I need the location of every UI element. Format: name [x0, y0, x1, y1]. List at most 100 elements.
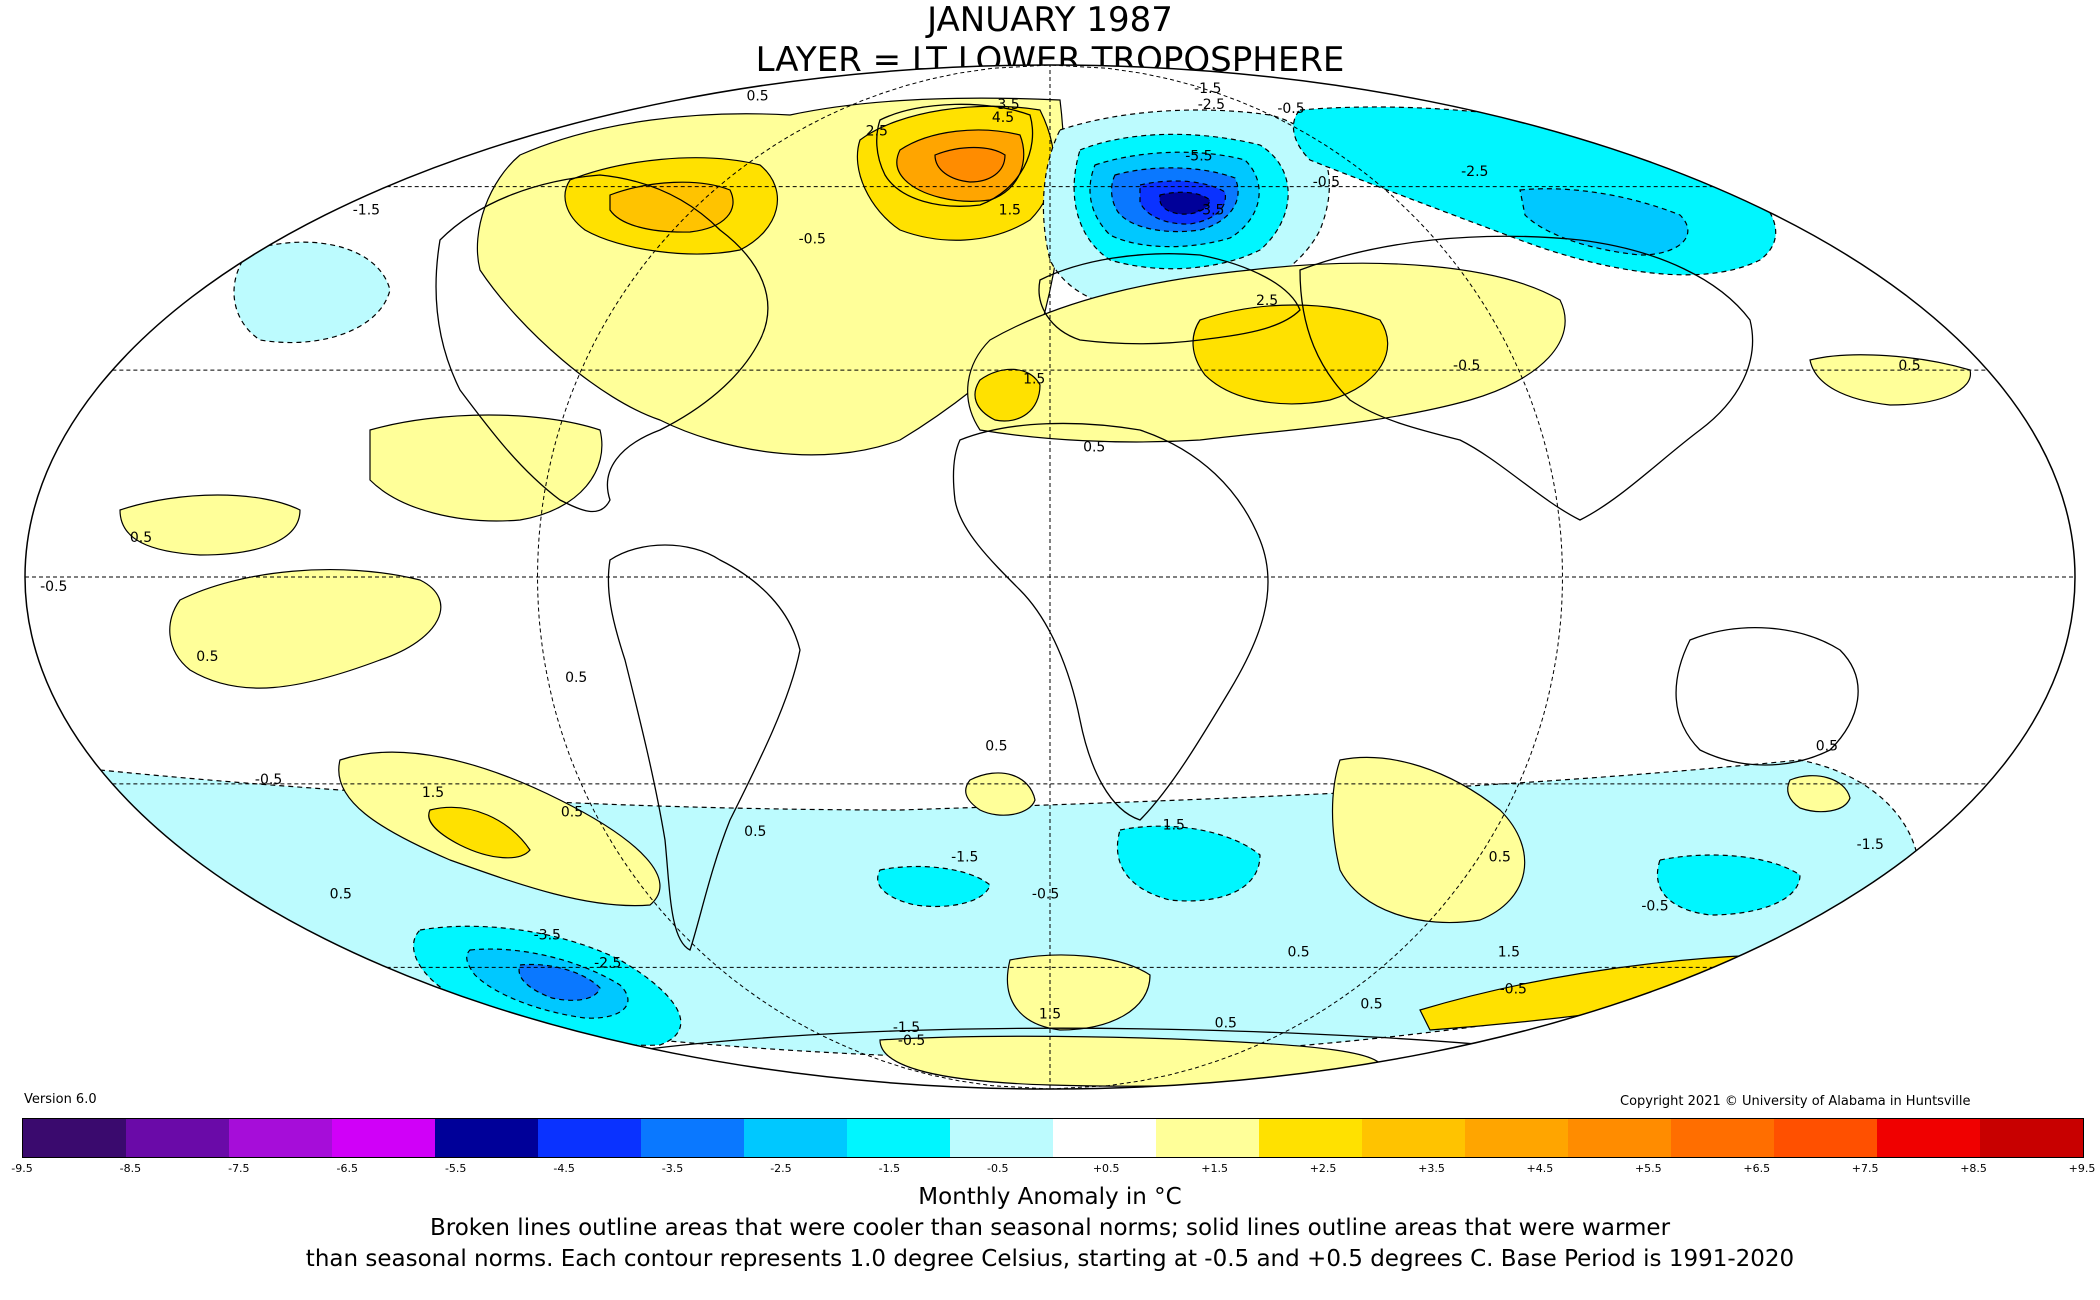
color-scale-tick-label: +0.5: [1092, 1162, 1120, 1175]
color-scale-swatch: [435, 1119, 538, 1157]
color-scale-tick-label: +4.5: [1526, 1162, 1554, 1175]
contour-label: -3.5: [534, 928, 561, 944]
color-scale-tick-label: -6.5: [336, 1162, 358, 1175]
contour-label: -0.5: [1500, 982, 1527, 998]
globe-outline: [24, 64, 2076, 1090]
contour-label: -1.5: [353, 203, 380, 219]
meridian-line: [1049, 65, 1564, 1089]
color-scale-tick-label: -2.5: [770, 1162, 792, 1175]
contour-label: -0.5: [799, 232, 826, 248]
color-scale-tick-label: -1.5: [878, 1162, 901, 1175]
warm-area-tropical-pacific: [169, 569, 442, 689]
warm-area-indian-ocean: [1331, 756, 1526, 924]
color-scale-tick-label: -5.5: [444, 1162, 467, 1175]
color-scale-tick-label: +2.5: [1309, 1162, 1337, 1175]
contour-label: 1.5: [1163, 818, 1185, 834]
color-scale-tick-label: -4.5: [553, 1162, 575, 1175]
contour-label: 0.5: [565, 670, 587, 686]
contour-label: 0.5: [744, 824, 766, 840]
contour-label: -3.5: [1197, 203, 1224, 219]
color-scale-tick-label: -9.5: [11, 1162, 33, 1175]
color-scale-swatch: [23, 1119, 126, 1157]
color-scale-swatch: [126, 1119, 229, 1157]
graticule: [25, 65, 2075, 1089]
color-scale-tick-label: +9.5: [2068, 1162, 2096, 1175]
contour-label: 2.5: [1256, 293, 1278, 309]
color-scale-swatch: [744, 1119, 847, 1157]
cold-peak-south-pacific: [518, 963, 601, 1001]
contour-label: -0.5: [1032, 886, 1059, 902]
anomaly-map: 4.53.52.51.50.5-1.5-0.5-5.5-3.5-2.5-1.5-…: [24, 64, 2076, 1090]
contour-label: 0.5: [561, 805, 583, 821]
version-label: Version 6.0: [24, 1092, 97, 1107]
color-scale-swatch: [229, 1119, 332, 1157]
color-scale-swatch: [1465, 1119, 1568, 1157]
contour-label: -0.5: [898, 1033, 925, 1049]
color-scale-swatch: [1671, 1119, 1774, 1157]
warm-core-north-africa: [974, 368, 1041, 422]
contour-label: 0.5: [1083, 440, 1105, 456]
contour-label: 0.5: [746, 89, 768, 105]
contour-label: 1.5: [999, 203, 1021, 219]
caption-line-2: than seasonal norms. Each contour repres…: [305, 1246, 1795, 1272]
contour-label: -0.5: [1313, 175, 1340, 191]
cold-area-tasman: [1656, 854, 1801, 916]
coastline-south-america: [607, 544, 801, 951]
contour-label: 2.5: [866, 124, 888, 140]
color-scale-swatch: [1980, 1119, 2083, 1157]
warm-area-antarctica: [1006, 954, 1151, 1031]
cold-area-north-pacific: [233, 241, 391, 344]
warm-area-central-america: [369, 414, 603, 522]
color-scale-swatch: [641, 1119, 744, 1157]
color-scale-swatch: [1568, 1119, 1671, 1157]
color-scale-swatch: [1156, 1119, 1259, 1157]
color-scale-swatch: [1774, 1119, 1877, 1157]
meridian-line: [536, 65, 1051, 1089]
color-scale-tick-label: +3.5: [1418, 1162, 1445, 1175]
warm-core-greenland-inner: [934, 146, 1006, 183]
contour-label: 0.5: [1215, 1016, 1237, 1032]
contour-label: 1.5: [1039, 1006, 1061, 1022]
contour-label: -0.5: [40, 579, 67, 595]
contour-label: -5.5: [1185, 148, 1212, 164]
color-scale-tick-label: -8.5: [119, 1162, 142, 1175]
contour-label: 0.5: [130, 530, 152, 546]
contour-label: 4.5: [992, 110, 1014, 126]
warm-core-south-pacific: [428, 806, 531, 859]
color-scale-tick-label: +1.5: [1201, 1162, 1228, 1175]
map-title: JANUARY 1987: [927, 0, 1173, 40]
contour-label: -1.5: [893, 1020, 920, 1036]
contour-label: -0.5: [1641, 898, 1668, 914]
contour-label: -0.5: [1277, 101, 1304, 117]
color-scale-swatch: [1362, 1119, 1465, 1157]
contour-label: 3.5: [997, 97, 1019, 113]
contour-label: 0.5: [1360, 997, 1382, 1013]
warm-core-middle-east: [1192, 304, 1389, 405]
contour-label: 0.5: [196, 649, 218, 665]
contour-labels: 4.53.52.51.50.5-1.5-0.5-5.5-3.5-2.5-1.5-…: [40, 81, 1920, 1049]
contour-label: -2.5: [594, 955, 621, 971]
color-scale-tick-label: +5.5: [1634, 1162, 1662, 1175]
color-scale-swatch: [538, 1119, 641, 1157]
contour-label: -2.5: [1198, 97, 1225, 113]
warm-core-canada: [609, 181, 734, 233]
color-scale-bar: [22, 1118, 2084, 1158]
contour-label: -0.5: [255, 772, 282, 788]
coastline-europe: [1038, 253, 1301, 345]
units-label: Monthly Anomaly in °C: [918, 1184, 1182, 1210]
color-scale-swatch: [332, 1119, 435, 1157]
cold-core-siberia: [1519, 188, 1689, 256]
contour-label: 0.5: [1489, 850, 1511, 866]
color-scale-swatch: [950, 1119, 1053, 1157]
warm-area-east-pacific: [119, 494, 301, 556]
cold-area-south-africa: [1116, 825, 1261, 902]
color-scale-tick-label: +8.5: [1960, 1162, 1987, 1175]
contour-label: 0.5: [985, 738, 1007, 754]
color-scale-swatch: [1259, 1119, 1362, 1157]
color-scale-tick-label: +6.5: [1743, 1162, 1771, 1175]
color-scale-tick-label: -0.5: [987, 1162, 1009, 1175]
contour-label: 1.5: [1498, 944, 1520, 960]
color-scale-swatch: [1877, 1119, 1980, 1157]
contour-label: 0.5: [1816, 738, 1838, 754]
contour-label: -1.5: [1194, 81, 1221, 97]
